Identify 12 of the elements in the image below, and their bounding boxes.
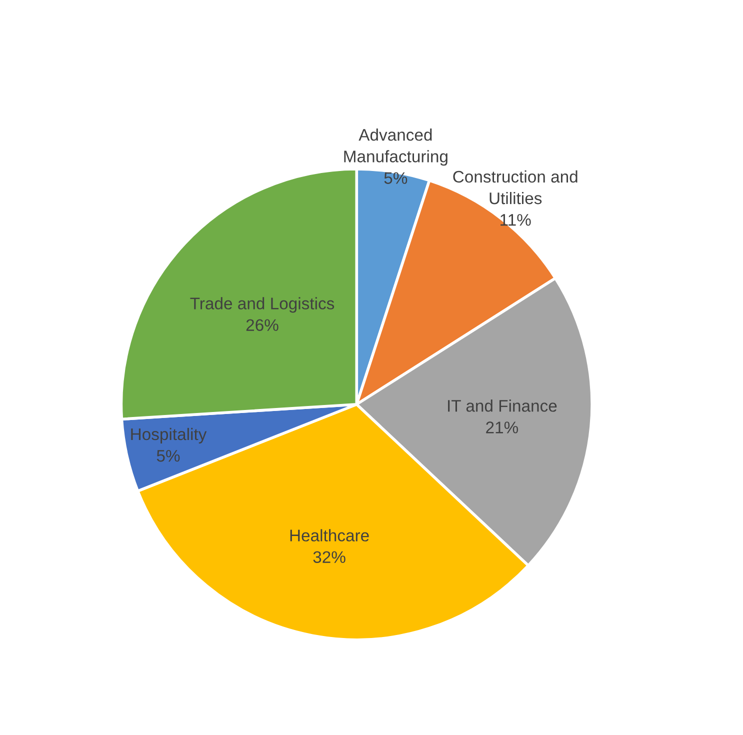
data-label: 5% bbox=[384, 172, 408, 184]
data-label: 5% bbox=[156, 450, 180, 462]
slice-label: Healthcare bbox=[290, 529, 369, 542]
slice-label: IT and Finance bbox=[448, 400, 557, 412]
slice-label: Construction and Utilities bbox=[453, 170, 578, 204]
data-label: 21% bbox=[486, 422, 518, 434]
slice-label: Trade and Logistics bbox=[190, 297, 334, 313]
data-label: 26% bbox=[246, 319, 278, 331]
slice-label: Advanced Manufacturing bbox=[344, 128, 448, 166]
data-label: 32% bbox=[313, 551, 346, 563]
slice-label: Hospitality bbox=[131, 428, 207, 444]
data-label: 11% bbox=[500, 214, 531, 226]
